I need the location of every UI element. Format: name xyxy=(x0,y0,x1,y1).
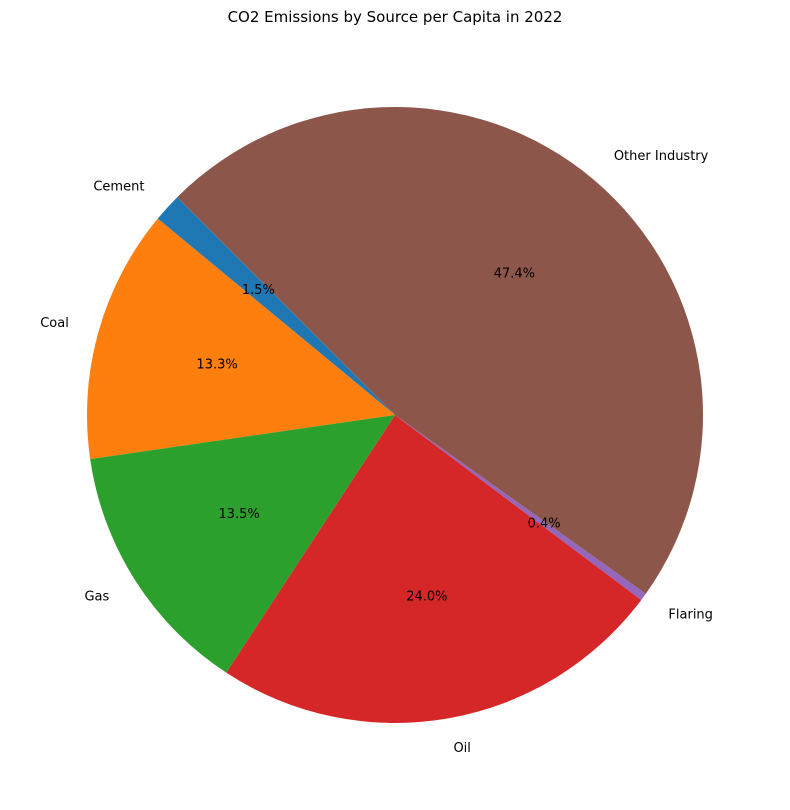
pie-slice-flaring xyxy=(395,415,646,600)
pie-slice-cement xyxy=(157,197,395,415)
slice-label-gas: Gas xyxy=(84,590,109,605)
pie-slice-other-industry xyxy=(177,107,703,594)
slice-percent-other-industry: 47.4% xyxy=(494,266,535,281)
slice-percent-flaring: 0.4% xyxy=(528,517,561,532)
slice-label-other-industry: Other Industry xyxy=(614,149,709,164)
slice-label-cement: Cement xyxy=(93,179,144,194)
slice-label-flaring: Flaring xyxy=(668,608,713,623)
chart-title: CO2 Emissions by Source per Capita in 20… xyxy=(228,8,563,26)
pie-slice-oil xyxy=(226,415,642,724)
slice-label-coal: Coal xyxy=(40,316,69,331)
pie-slices xyxy=(87,107,703,724)
pie-slice-coal xyxy=(87,218,396,460)
slice-percent-cement: 1.5% xyxy=(242,283,275,298)
slice-percent-coal: 13.3% xyxy=(196,358,237,373)
pie-slice-gas xyxy=(90,415,395,673)
pie-labels: Cement 1.5% Coal 13.3% Gas 13.5% Oil 24.0% Flari… xyxy=(40,149,713,756)
slice-label-oil: Oil xyxy=(453,741,470,756)
slice-percent-gas: 13.5% xyxy=(218,507,259,522)
slice-percent-oil: 24.0% xyxy=(406,590,447,605)
